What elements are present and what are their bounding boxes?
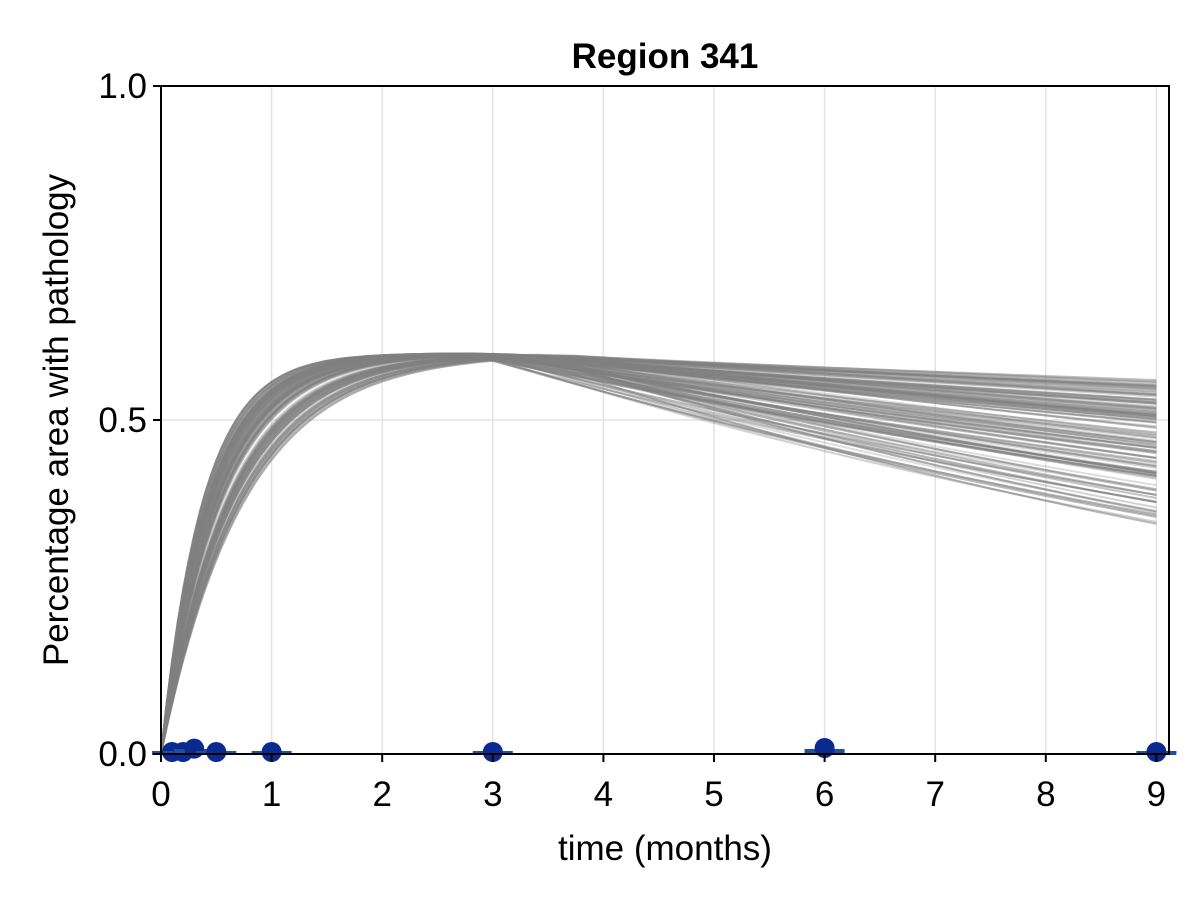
observation-point bbox=[1146, 742, 1167, 762]
x-tick-label: 7 bbox=[925, 775, 944, 814]
trajectory-line bbox=[160, 353, 1157, 755]
trajectory-line bbox=[160, 353, 1157, 755]
y-tick-label: 0.0 bbox=[98, 735, 147, 774]
trajectory-line bbox=[160, 353, 1157, 755]
x-tick-label: 4 bbox=[594, 775, 613, 814]
trajectory-line bbox=[160, 352, 1157, 755]
trajectory-line bbox=[160, 353, 1157, 755]
trajectory-lines bbox=[160, 352, 1157, 755]
trajectory-line bbox=[160, 352, 1157, 755]
x-tick-label: 0 bbox=[151, 775, 170, 814]
trajectory-line bbox=[160, 353, 1157, 755]
x-axis: 0 1 2 3 4 5 6 7 8 9 bbox=[151, 754, 1166, 814]
observation-point bbox=[206, 742, 227, 762]
y-axis: 0.0 0.5 1.0 bbox=[98, 67, 161, 774]
y-tick-label: 1.0 bbox=[98, 67, 147, 106]
observation-points bbox=[152, 737, 1177, 762]
trajectory-line bbox=[160, 355, 1157, 755]
observation-point bbox=[814, 737, 835, 758]
trajectory-line bbox=[160, 353, 1157, 755]
x-tick-label: 8 bbox=[1036, 775, 1055, 814]
trajectory-line bbox=[160, 354, 1157, 755]
x-tick-label: 3 bbox=[483, 775, 502, 814]
observation-point bbox=[261, 742, 282, 762]
x-tick-label: 1 bbox=[262, 775, 281, 814]
trajectory-line bbox=[160, 353, 1157, 755]
trajectory-line bbox=[160, 354, 1157, 755]
trajectory-line bbox=[160, 355, 1157, 755]
trajectory-line bbox=[160, 354, 1157, 755]
trajectory-line bbox=[160, 354, 1157, 755]
trajectory-line bbox=[160, 353, 1157, 755]
trajectory-line bbox=[160, 353, 1157, 755]
chart-title: Region 341 bbox=[572, 37, 759, 76]
trajectory-line bbox=[160, 353, 1157, 755]
trajectory-line bbox=[160, 353, 1157, 755]
trajectory-line bbox=[160, 353, 1157, 755]
observation-point bbox=[482, 742, 503, 762]
trajectory-line bbox=[160, 352, 1157, 755]
x-tick-label: 2 bbox=[372, 775, 391, 814]
trajectory-line bbox=[160, 352, 1157, 755]
trajectory-line bbox=[160, 353, 1157, 755]
trajectory-line bbox=[160, 354, 1157, 755]
x-tick-label: 9 bbox=[1147, 775, 1166, 814]
trajectory-line bbox=[160, 353, 1157, 755]
trajectory-line bbox=[160, 353, 1157, 755]
x-tick-label: 5 bbox=[704, 775, 723, 814]
x-tick-label: 6 bbox=[815, 775, 834, 814]
trajectory-line bbox=[160, 353, 1157, 755]
observation-point bbox=[184, 738, 205, 759]
trajectory-line bbox=[160, 352, 1157, 755]
y-axis-label: Percentage area with pathology bbox=[37, 173, 76, 666]
y-tick-label: 0.5 bbox=[98, 401, 147, 440]
x-axis-label: time (months) bbox=[558, 829, 772, 868]
trajectory-line bbox=[160, 353, 1157, 755]
